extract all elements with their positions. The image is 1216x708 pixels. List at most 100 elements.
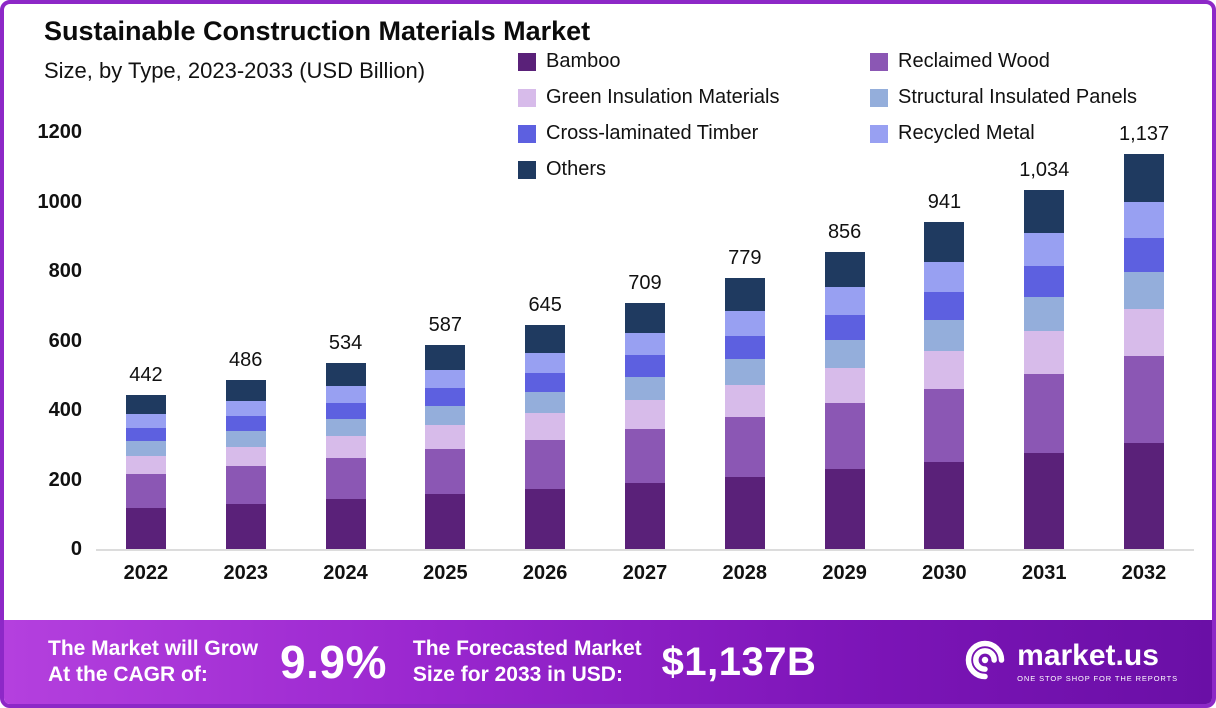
bar-segment-cross-laminated-timber (1124, 237, 1165, 272)
y-tick-label: 1200 (37, 121, 83, 143)
bar-segment-reclaimed-wood (1124, 355, 1165, 444)
bar-segment-others (1024, 189, 1065, 234)
cagr-label-line2: At the CAGR of: (48, 663, 208, 686)
bar-total-label: 442 (129, 364, 163, 387)
x-axis-label-2028: 2028 (722, 562, 768, 584)
bar-group-2028: 779 (695, 132, 795, 549)
bar-segment-others (425, 344, 466, 370)
bar-segment-others (724, 278, 765, 311)
bar-segment-reclaimed-wood (724, 416, 765, 477)
x-axis-label-2025: 2025 (423, 562, 468, 584)
bar-segment-green-insulation-materials (624, 399, 665, 429)
bar-segment-recycled-metal (1124, 201, 1165, 238)
bar-segment-bamboo (125, 508, 166, 549)
bar-segment-recycled-metal (724, 310, 765, 336)
bar-segment-structural-insulated-panels (1024, 297, 1065, 332)
legend-marker-bamboo (518, 52, 536, 71)
bar-total-label: 534 (328, 332, 363, 355)
y-tick-label: 600 (48, 329, 82, 352)
bar-segment-recycled-metal (125, 414, 166, 429)
bar-segment-bamboo (924, 461, 965, 549)
bar-total-label: 645 (528, 293, 562, 316)
stacked-bar-2022 (125, 395, 166, 549)
cagr-value: 9.9% (280, 636, 387, 688)
legend-marker-green-insulation-materials (518, 88, 536, 107)
bar-segment-bamboo (824, 469, 865, 549)
bar-segment-recycled-metal (1024, 233, 1065, 267)
legend-item-reclaimed-wood: Reclaimed Wood (870, 50, 1137, 73)
legend-item-cross-laminated-timber: Cross-laminated Timber (518, 122, 870, 145)
bar-segment-others (525, 324, 566, 353)
bar-segment-structural-insulated-panels (325, 418, 366, 437)
legend-label: Cross-laminated Timber (546, 122, 759, 144)
bar-segment-bamboo (325, 499, 366, 549)
bar-segment-structural-insulated-panels (425, 405, 466, 426)
x-axis-label-2031: 2031 (1021, 562, 1067, 584)
brand: market.us ONE STOP SHOP FOR THE REPORTS (963, 638, 1178, 687)
bar-segment-cross-laminated-timber (724, 335, 765, 359)
bar-segment-structural-insulated-panels (824, 340, 865, 369)
legend: Bamboo Reclaimed Wood Green Insulation Mat… (518, 50, 1137, 181)
bar-segment-structural-insulated-panels (724, 358, 765, 385)
bar-segment-others (1124, 153, 1165, 202)
bar-group-2026: 645 (495, 132, 595, 549)
bar-group-2032: 1,137 (1094, 123, 1194, 549)
bar-segment-others (924, 222, 965, 263)
x-axis-label-2023: 2023 (223, 562, 268, 584)
x-axis-label-2032: 2032 (1121, 562, 1167, 584)
bar-segment-recycled-metal (624, 333, 665, 356)
bar-segment-recycled-metal (525, 352, 566, 373)
forecast-label: The Forecasted Market Size for 2033 in U… (413, 636, 642, 689)
bar-group-2025: 587 (395, 132, 495, 549)
bar-segment-others (125, 395, 166, 415)
bar-segment-reclaimed-wood (525, 439, 566, 490)
y-tick-label: 800 (48, 260, 82, 282)
bar-segment-reclaimed-wood (624, 428, 665, 484)
legend-marker-structural-insulated-panels (870, 88, 888, 107)
bar-segment-green-insulation-materials (325, 436, 366, 459)
bar-segment-bamboo (624, 483, 665, 549)
stacked-bar-2032 (1124, 153, 1165, 549)
bar-segment-cross-laminated-timber (1024, 266, 1065, 298)
bar-segment-green-insulation-materials (125, 455, 166, 474)
stacked-bar-2026 (525, 324, 566, 549)
forecast-label-line2: Size for 2033 in USD: (412, 663, 623, 686)
bar-group-2023: 486 (196, 132, 296, 549)
bar-segment-recycled-metal (425, 369, 466, 389)
stacked-bar-2023 (225, 380, 266, 549)
bar-segment-reclaimed-wood (225, 466, 266, 504)
bar-segment-reclaimed-wood (1024, 373, 1065, 454)
bar-segment-recycled-metal (225, 400, 266, 416)
bar-segment-recycled-metal (325, 386, 366, 403)
bar-segment-structural-insulated-panels (1124, 271, 1165, 310)
bar-segment-reclaimed-wood (924, 389, 965, 462)
swirl-icon (963, 638, 1007, 687)
brand-text: market.us ONE STOP SHOP FOR THE REPORTS (1017, 641, 1178, 684)
bar-segment-green-insulation-materials (724, 384, 765, 417)
x-axis-label-2026: 2026 (522, 562, 568, 584)
legend-label: Reclaimed Wood (898, 50, 1050, 72)
bar-segment-recycled-metal (824, 287, 865, 315)
cagr-label-line1: The Market will Grow (48, 636, 259, 660)
bar-segment-structural-insulated-panels (624, 376, 665, 400)
plot-area: 442 486 534 587 645 709 779 856 941 1,034 1,137 (96, 123, 1194, 551)
bar-total-label: 587 (428, 314, 463, 337)
bar-segment-green-insulation-materials (425, 425, 466, 450)
bar-segment-cross-laminated-timber (924, 291, 965, 320)
bar-segment-structural-insulated-panels (125, 441, 166, 456)
bar-segment-bamboo (1024, 453, 1065, 549)
brand-tagline: ONE STOP SHOP FOR THE REPORTS (1017, 674, 1178, 683)
bar-segment-green-insulation-materials (1024, 331, 1065, 374)
bar-total-label: 779 (728, 247, 762, 270)
bar-segment-recycled-metal (924, 262, 965, 292)
bar-segment-reclaimed-wood (125, 473, 166, 508)
legend-label: Green Insulation Materials (546, 86, 780, 108)
bar-segment-cross-laminated-timber (824, 314, 865, 341)
bar-segment-reclaimed-wood (425, 449, 466, 495)
legend-label: Structural Insulated Panels (898, 86, 1138, 108)
legend-label: Bamboo (546, 50, 621, 72)
bar-segment-others (225, 380, 266, 401)
stacked-bar-2029 (824, 251, 865, 549)
bar-segment-structural-insulated-panels (525, 391, 566, 414)
